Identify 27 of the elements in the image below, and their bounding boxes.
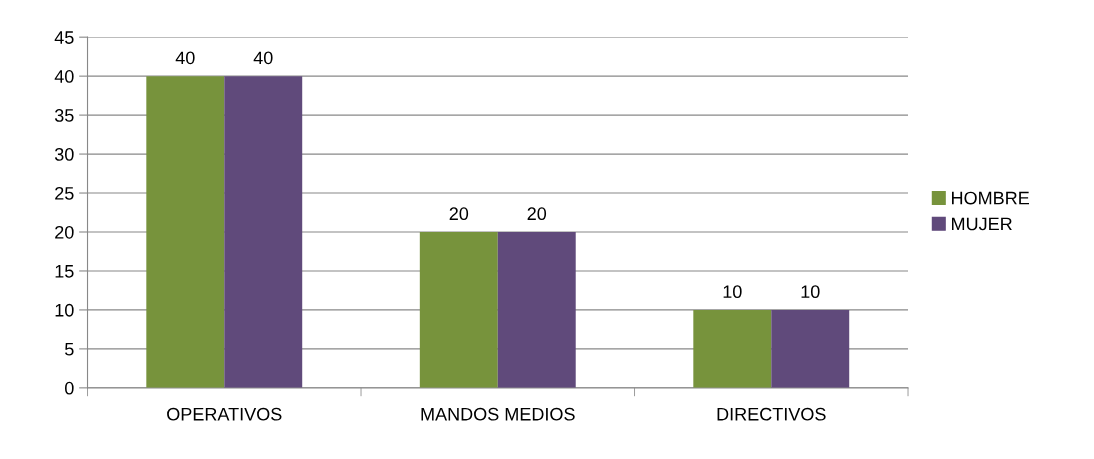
- bar: [771, 309, 850, 388]
- legend-label: MUJER: [952, 217, 1012, 231]
- bar: [497, 232, 576, 388]
- data-label: 20: [527, 207, 547, 221]
- data-label: 20: [449, 207, 469, 221]
- y-tick-label: 10: [55, 303, 74, 317]
- data-label: 40: [175, 51, 195, 65]
- y-tick-label: 0: [64, 381, 74, 395]
- data-label: 40: [253, 51, 273, 65]
- y-tick-label: 45: [54, 31, 74, 44]
- bar: [693, 309, 772, 388]
- bar: [224, 76, 303, 388]
- data-label: 10: [801, 285, 820, 299]
- bar: [419, 232, 498, 388]
- legend-label: HOMBRE: [952, 191, 1029, 205]
- y-tick-label: 5: [65, 343, 74, 356]
- y-tick-label: 25: [55, 186, 74, 200]
- y-tick-label: 35: [54, 109, 74, 122]
- y-tick-label: 20: [55, 225, 74, 239]
- x-tick-label: OPERATIVOS: [167, 407, 282, 421]
- x-tick-label: DIRECTIVOS: [717, 407, 826, 421]
- x-tick-label: MANDOS MEDIOS: [421, 407, 575, 421]
- data-label: 10: [723, 285, 742, 299]
- bar: [146, 76, 225, 388]
- y-tick-label: 15: [55, 265, 74, 278]
- y-tick-label: 30: [54, 148, 74, 161]
- y-tick-label: 40: [54, 70, 74, 83]
